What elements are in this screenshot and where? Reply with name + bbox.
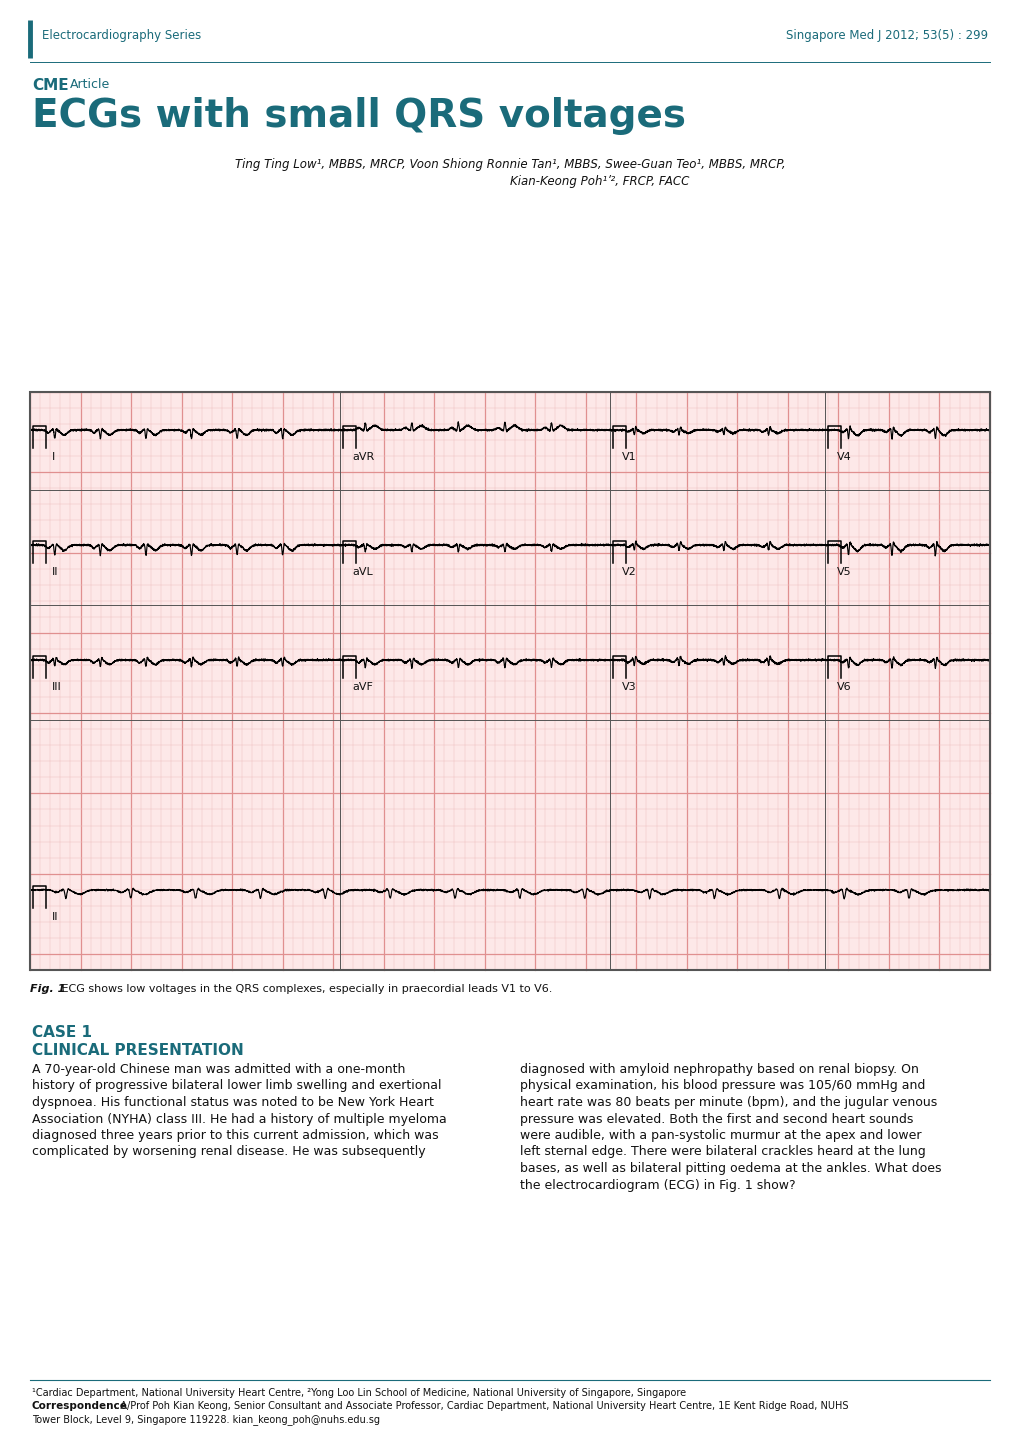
Text: II: II	[52, 911, 58, 921]
Text: aVL: aVL	[352, 567, 372, 577]
Text: V5: V5	[837, 567, 851, 577]
Text: complicated by worsening renal disease. He was subsequently: complicated by worsening renal disease. …	[32, 1145, 425, 1158]
Text: A 70-year-old Chinese man was admitted with a one-month: A 70-year-old Chinese man was admitted w…	[32, 1063, 405, 1076]
Text: V2: V2	[622, 567, 636, 577]
Text: ECG shows low voltages in the QRS complexes, especially in praecordial leads V1 : ECG shows low voltages in the QRS comple…	[58, 983, 552, 994]
Text: V4: V4	[837, 451, 851, 461]
Text: left sternal edge. There were bilateral crackles heard at the lung: left sternal edge. There were bilateral …	[520, 1145, 925, 1158]
Text: ECGs with small QRS voltages: ECGs with small QRS voltages	[32, 97, 686, 136]
Text: pressure was elevated. Both the first and second heart sounds: pressure was elevated. Both the first an…	[520, 1112, 912, 1126]
Text: CLINICAL PRESENTATION: CLINICAL PRESENTATION	[32, 1043, 244, 1058]
Text: Correspondence: Correspondence	[32, 1402, 127, 1412]
Text: CME: CME	[32, 78, 68, 92]
Text: bases, as well as bilateral pitting oedema at the ankles. What does: bases, as well as bilateral pitting oede…	[520, 1162, 941, 1175]
Text: history of progressive bilateral lower limb swelling and exertional: history of progressive bilateral lower l…	[32, 1080, 441, 1093]
Text: diagnosed three years prior to this current admission, which was: diagnosed three years prior to this curr…	[32, 1129, 438, 1142]
Text: Electrocardiography Series: Electrocardiography Series	[42, 29, 201, 42]
Text: Association (NYHA) class III. He had a history of multiple myeloma: Association (NYHA) class III. He had a h…	[32, 1112, 446, 1126]
Text: : A/Prof Poh Kian Keong, Senior Consultant and Associate Professor, Cardiac Depa: : A/Prof Poh Kian Keong, Senior Consulta…	[114, 1402, 848, 1412]
Text: V3: V3	[622, 682, 636, 692]
Text: II: II	[52, 567, 58, 577]
Text: Singapore Med J 2012; 53(5) : 299: Singapore Med J 2012; 53(5) : 299	[785, 29, 987, 42]
Text: I: I	[52, 451, 55, 461]
Text: the electrocardiogram (ECG) in Fig. 1 show?: the electrocardiogram (ECG) in Fig. 1 sh…	[520, 1178, 795, 1191]
Text: Article: Article	[70, 78, 110, 91]
Bar	[30, 392, 989, 970]
Text: aVF: aVF	[352, 682, 373, 692]
Text: Kian-Keong Poh¹ʹ², FRCP, FACC: Kian-Keong Poh¹ʹ², FRCP, FACC	[510, 174, 689, 187]
Text: dyspnoea. His functional status was noted to be New York Heart: dyspnoea. His functional status was note…	[32, 1096, 433, 1109]
Text: V1: V1	[622, 451, 636, 461]
Text: Ting Ting Low¹, MBBS, MRCP, Voon Shiong Ronnie Tan¹, MBBS, Swee-Guan Teo¹, MBBS,: Ting Ting Low¹, MBBS, MRCP, Voon Shiong …	[234, 159, 785, 172]
Text: CASE 1: CASE 1	[32, 1025, 92, 1040]
Text: were audible, with a pan-systolic murmur at the apex and lower: were audible, with a pan-systolic murmur…	[520, 1129, 920, 1142]
Text: V6: V6	[837, 682, 851, 692]
Text: diagnosed with amyloid nephropathy based on renal biopsy. On: diagnosed with amyloid nephropathy based…	[520, 1063, 918, 1076]
Text: Fig. 1: Fig. 1	[30, 983, 65, 994]
Text: aVR: aVR	[352, 451, 374, 461]
Text: Tower Block, Level 9, Singapore 119228. kian_keong_poh@nuhs.edu.sg: Tower Block, Level 9, Singapore 119228. …	[32, 1415, 380, 1425]
Text: ¹Cardiac Department, National University Heart Centre, ²Yong Loo Lin School of M: ¹Cardiac Department, National University…	[32, 1389, 686, 1397]
Text: physical examination, his blood pressure was 105/60 mmHg and: physical examination, his blood pressure…	[520, 1080, 924, 1093]
Text: heart rate was 80 beats per minute (bpm), and the jugular venous: heart rate was 80 beats per minute (bpm)…	[520, 1096, 936, 1109]
Text: III: III	[52, 682, 62, 692]
Bar	[30, 392, 989, 970]
